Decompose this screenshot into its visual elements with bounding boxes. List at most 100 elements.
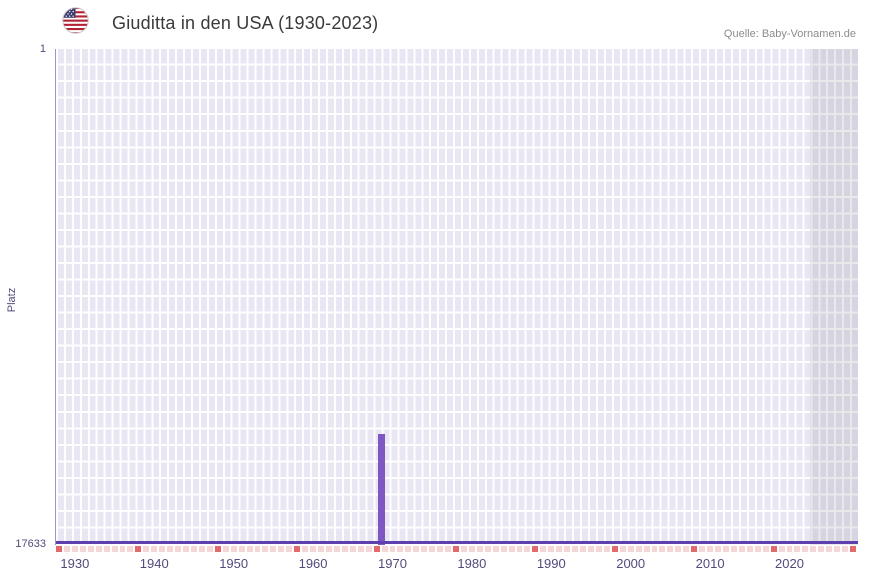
year-marker [770,546,777,552]
year-marker [564,546,571,552]
year-marker [294,546,301,552]
year-marker [365,546,372,552]
year-marker [318,546,324,552]
year-marker [810,546,817,552]
year-marker [588,546,594,552]
chart-title: Giuditta in den USA (1930-2023) [112,13,379,33]
year-marker [111,546,118,552]
year-marker [842,546,849,552]
x-tick-label: 1980 [457,556,487,571]
year-marker [492,546,499,552]
year-marker [667,546,674,552]
x-tick-label: 1940 [139,556,169,571]
year-marker [508,546,515,552]
year-marker [635,546,642,552]
year-marker [556,546,563,552]
year-marker [286,546,293,552]
year-marker [238,546,245,552]
year-marker [500,546,507,552]
year-marker [730,546,737,552]
year-marker [619,546,626,552]
year-marker [468,546,475,552]
year-marker [818,546,825,552]
year-marker [56,546,62,552]
year-marker [778,546,785,552]
year-marker [230,546,237,552]
source-credit: Quelle: Baby-Vornamen.de [723,28,856,40]
year-marker [214,546,221,552]
year-marker [373,546,380,552]
year-marker [397,546,404,552]
year-marker [683,546,690,552]
year-marker [476,546,483,552]
year-marker [127,546,134,552]
year-marker [63,546,70,552]
year-marker [87,546,94,552]
year-marker [262,546,269,552]
year-marker [119,546,126,552]
year-marker [516,546,523,552]
year-marker [198,546,205,552]
year-marker [206,546,213,552]
year-marker [754,546,761,552]
year-marker [222,546,229,552]
year-marker [453,546,459,552]
x-tick-label: 1950 [219,556,249,571]
x-tick-label: 2000 [616,556,646,571]
year-marker [183,546,189,552]
x-tick-label: 2010 [695,556,725,571]
year-marker [389,546,396,552]
year-marker [659,546,666,552]
year-marker [643,546,650,552]
year-marker [850,546,856,552]
year-marker [190,546,197,552]
x-tick-label: 1930 [60,556,90,571]
year-marker [715,546,721,552]
year-marker [413,546,420,552]
year-marker [135,546,142,552]
year-marker [151,546,158,552]
year-marker [675,546,682,552]
x-tick-label: 1990 [536,556,566,571]
year-marker [826,546,833,552]
x-axis-ticks: 1930 1940 1950 1960 1970 1980 1990 2000 2010 2020 [55,556,857,574]
year-marker [381,546,388,552]
year-marker [802,546,809,552]
year-marker [699,546,706,552]
year-marker [524,546,531,552]
year-marker [691,546,698,552]
year-marker [540,546,547,552]
y-axis-title: Platz [6,287,18,313]
year-marker [302,546,309,552]
year-marker [333,546,340,552]
year-marker [254,546,261,552]
year-marker [603,546,610,552]
y-tick-min: 17633 [15,538,46,550]
no-data-band [810,49,858,545]
plot-area [55,49,858,545]
year-marker [532,546,539,552]
year-marker [445,546,452,552]
year-marker [357,546,364,552]
year-marker [484,546,491,552]
year-marker [349,546,356,552]
year-marker [572,546,579,552]
year-marker [738,546,745,552]
year-marker [707,546,714,552]
rank-bar[interactable] [378,434,386,545]
year-marker [278,546,285,552]
year-marker [794,546,801,552]
year-marker [651,546,658,552]
year-marker [429,546,436,552]
year-marker [95,546,102,552]
year-marker [595,546,602,552]
year-marker [167,546,174,552]
y-tick-max: 1 [39,43,46,55]
year-marker [746,546,753,552]
us-flag-icon [62,7,89,34]
marker-strip [55,546,857,552]
year-marker [548,546,555,552]
x-tick-label: 1960 [298,556,328,571]
year-marker [143,546,150,552]
